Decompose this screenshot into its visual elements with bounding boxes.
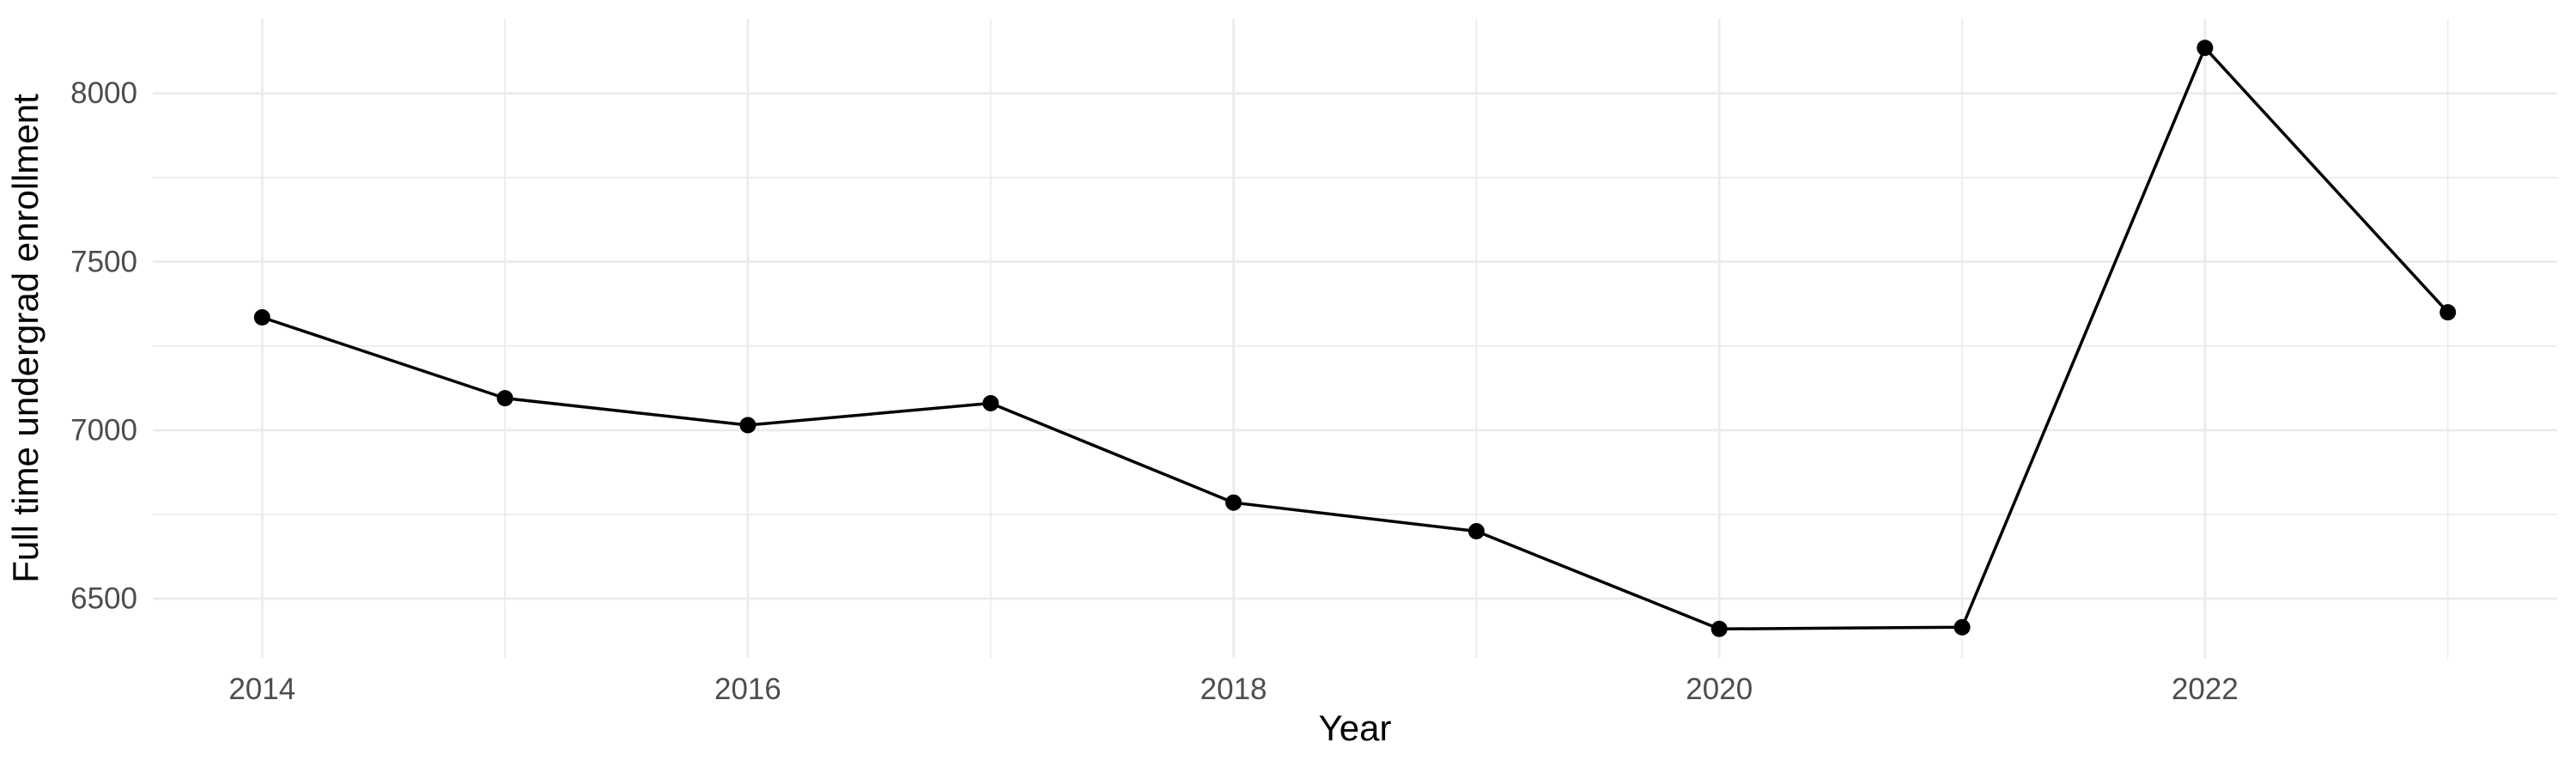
data-point: [496, 390, 513, 407]
y-tick-label: 7000: [70, 413, 137, 447]
data-point: [1710, 620, 1728, 637]
x-tick-label: 2018: [1200, 673, 1267, 706]
major-gridlines: [153, 19, 2557, 658]
tick-labels: 2014 2016 2018 2020 2022 6500 7000 7500 8000: [70, 76, 2239, 706]
x-tick-label: 2016: [714, 673, 781, 706]
data-point: [739, 417, 756, 434]
x-tick-label: 2022: [2172, 673, 2239, 706]
y-tick-label: 6500: [70, 581, 137, 615]
x-axis-title: Year: [1319, 708, 1392, 748]
data-point: [2439, 304, 2457, 321]
x-tick-label: 2014: [228, 673, 295, 706]
data-point: [1467, 523, 1485, 540]
data-point: [253, 308, 270, 326]
y-axis-title: Full time undergrad enrollment: [5, 94, 46, 583]
y-tick-label: 7500: [70, 245, 137, 278]
data-point: [982, 394, 999, 411]
data-point: [2196, 40, 2214, 57]
data-point: [1953, 618, 1971, 636]
minor-gridlines: [153, 19, 2557, 658]
x-tick-label: 2020: [1686, 673, 1753, 706]
data-point: [1225, 494, 1242, 511]
series-line: [261, 46, 2450, 631]
y-tick-label: 8000: [70, 76, 137, 110]
series-layer: [253, 40, 2457, 637]
